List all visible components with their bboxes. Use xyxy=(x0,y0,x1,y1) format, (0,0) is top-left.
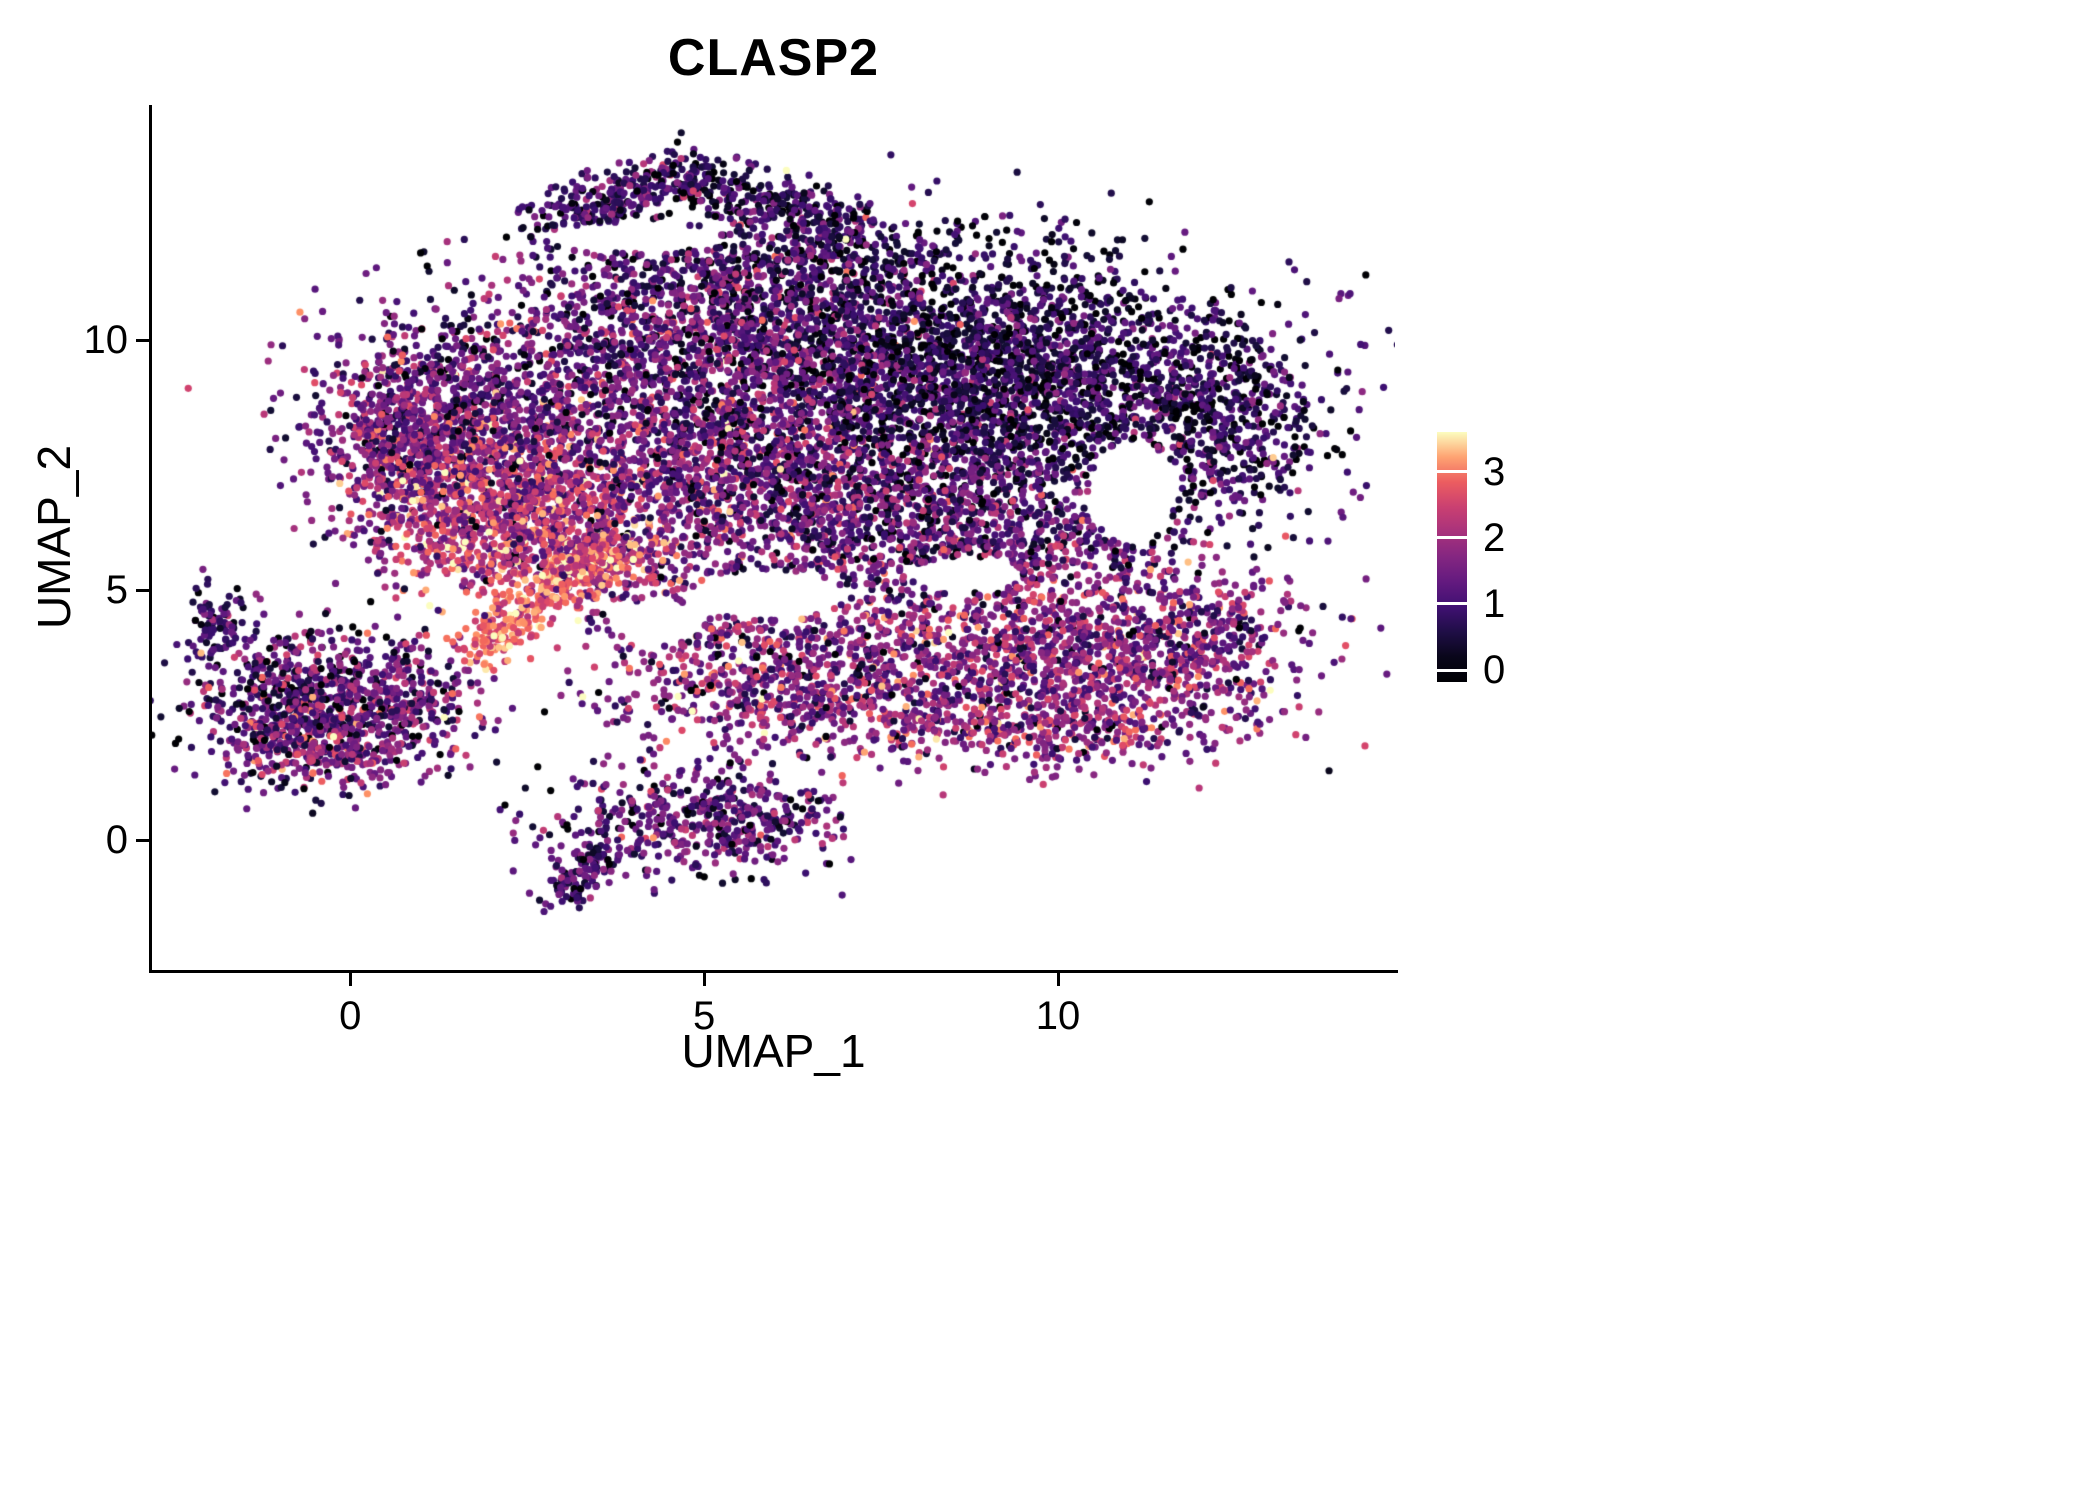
colorbar-tick-label: 1 xyxy=(1483,581,1506,626)
y-tick-label: 10 xyxy=(83,318,129,362)
colorbar-tick-label: 3 xyxy=(1483,449,1506,494)
plot-title: CLASP2 xyxy=(667,29,880,87)
y-tick-mark xyxy=(136,588,149,592)
x-tick-mark xyxy=(348,973,352,986)
colorbar-tick-mark xyxy=(1437,470,1467,474)
x-tick-mark xyxy=(702,973,706,986)
x-tick-label: 0 xyxy=(339,994,362,1038)
colorbar-tick-mark xyxy=(1437,536,1467,540)
y-axis-label: UMAP_2 xyxy=(28,444,80,630)
x-tick-label: 5 xyxy=(693,994,716,1038)
y-tick-mark xyxy=(136,838,149,842)
umap-scatter-canvas xyxy=(152,105,1395,970)
plot-area xyxy=(149,105,1398,973)
y-tick-mark xyxy=(136,338,149,342)
colorbar-tick-mark xyxy=(1437,668,1467,672)
x-axis-label: UMAP_1 xyxy=(681,1025,866,1077)
colorbar-tick-label: 0 xyxy=(1483,648,1506,693)
colorbar-gradient xyxy=(1437,432,1467,682)
x-tick-mark xyxy=(1056,973,1060,986)
colorbar-tick-label: 2 xyxy=(1483,515,1506,560)
y-tick-label: 5 xyxy=(105,568,128,612)
x-tick-label: 10 xyxy=(1035,994,1081,1038)
y-tick-label: 0 xyxy=(105,818,128,862)
colorbar-tick-mark xyxy=(1437,602,1467,606)
